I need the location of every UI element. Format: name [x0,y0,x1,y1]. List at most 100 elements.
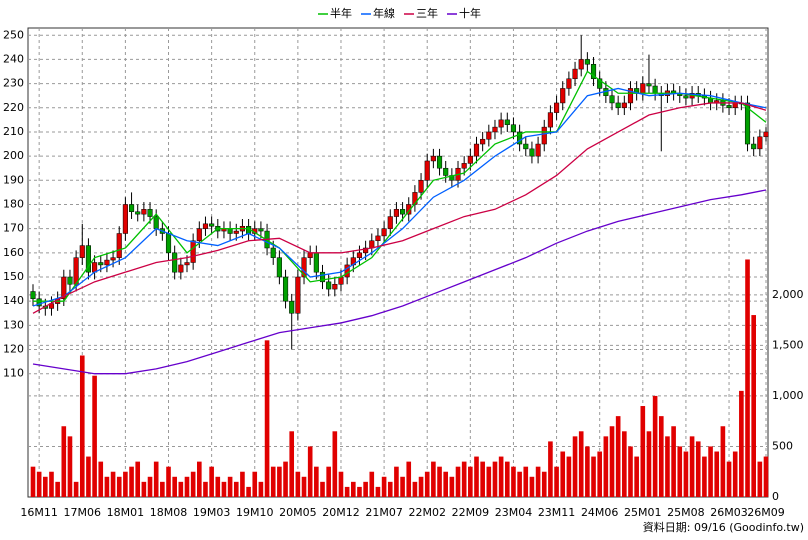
volume-bar [104,476,110,497]
legend-label: 十年 [459,6,481,20]
volume-bar [745,259,750,497]
volume-bar [609,426,615,497]
volume-bar [702,456,707,497]
x-tick-label: 20M12 [322,506,360,519]
candle-body [356,252,363,258]
y-tick-label: 170 [3,222,24,235]
volume-bar [480,461,485,497]
volume-bar [554,466,559,497]
volume-bar [517,471,522,497]
volume-bar [622,431,627,497]
candle-body [652,85,658,94]
volume-bar [160,481,165,497]
volume-bar [400,476,405,497]
volume-bar [209,466,214,497]
candle-body [387,216,393,229]
candle-body [375,235,381,241]
volume-bar [498,456,504,497]
volume-bar [511,466,516,497]
volume-bar [646,431,652,497]
x-tick-label: 25M08 [667,506,705,519]
volume-bar [449,476,455,497]
volume-bar [412,481,418,497]
volume-bar [689,436,695,497]
candle-body [141,209,147,215]
volume-bar [166,466,171,497]
x-tick-label: 16M11 [20,506,58,519]
candle-body [541,126,547,145]
volume-bar [548,441,553,497]
candle-body [646,83,652,87]
candle-body [338,276,344,285]
volume-bar [215,476,221,497]
candle-body [547,112,553,128]
x-tick-label: 21M07 [365,506,403,519]
candle-body [640,83,646,94]
volume-bar [61,426,67,497]
candle-body [122,204,128,234]
candle-body [436,155,443,169]
ma-line [32,87,767,307]
candle-body [369,240,375,249]
candle-body [73,257,79,285]
candle-body [683,95,689,99]
volume-bar [665,436,670,497]
candle-body [147,209,153,217]
source-note: 資料日期: 09/16 (Goodinfo.tw) [643,520,804,534]
volume-bar [732,451,738,497]
legend-label: 年線 [373,6,395,20]
candle-body [301,257,307,278]
volume-bar [172,476,177,497]
volume-bar [671,426,676,497]
x-tick-label: 25M01 [624,506,662,519]
candle-body [276,257,282,278]
volume-bar [240,471,245,497]
candle-body [209,223,215,227]
candle-body [504,119,510,125]
volume-bar [523,466,529,497]
volume-bar [628,446,633,497]
volume-bar [492,461,498,497]
volume-bar [86,456,91,497]
volume-bar [123,471,128,497]
x-tick-label: 17M06 [64,506,102,519]
volume-bar [252,471,258,497]
candle-body [79,245,85,258]
volume-bar [221,481,227,497]
y-tick-label: 200 [3,149,24,162]
candle-body [554,102,560,113]
volume-bar [277,466,282,497]
y-tick-label: 180 [3,197,24,210]
volume-bar [73,481,79,497]
candle-body [744,102,751,145]
candle-body [486,131,492,140]
volume-bar [295,471,301,497]
candle-body [153,216,159,229]
candle-body [621,102,627,109]
candle-body [578,59,584,70]
candle-body [313,252,319,273]
volume-bar [739,390,744,497]
y2-tick-label: 0 [772,490,779,503]
candle-body [270,247,276,258]
volume-bar [258,481,264,497]
candle-body [319,271,326,283]
candle-body [615,102,621,109]
volume-bar [591,456,596,497]
volume-bar [43,476,48,497]
volume-bar [572,436,578,497]
candle-body [381,228,387,237]
volume-bar [338,471,344,497]
y-tick-label: 140 [3,294,24,307]
volume-bar [677,446,683,497]
volume-bar [486,466,492,497]
volume-bar [314,466,319,497]
candle-body [529,148,535,157]
y-tick-label: 210 [3,125,24,138]
candle-body [332,284,338,290]
y2-tick-label: 1,500 [772,338,804,351]
candle-body [535,143,541,157]
volume-bar [153,461,159,497]
volume-bar [597,451,602,497]
volume-bar [461,461,467,497]
